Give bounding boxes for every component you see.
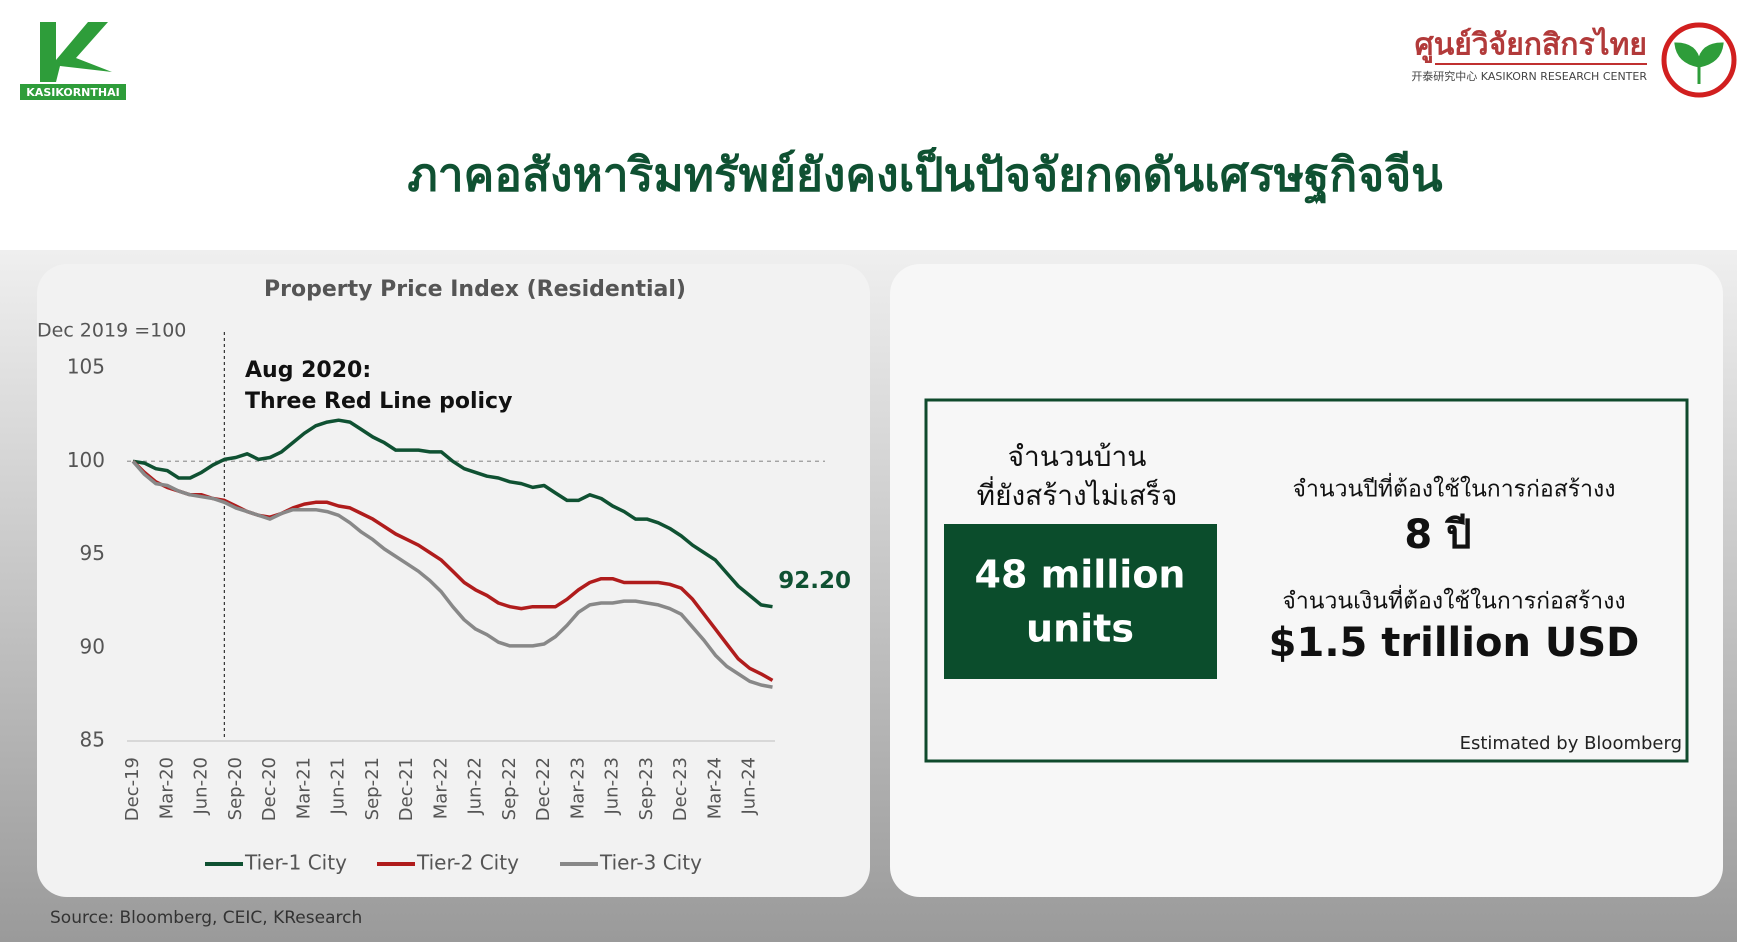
series-line	[132, 418, 773, 609]
right-logo-sub: 开泰研究中心 KASIKORN RESEARCH CENTER	[1411, 69, 1647, 83]
value-label: 92.20	[778, 568, 851, 594]
units-value: 48 million	[975, 553, 1186, 597]
x-tick-label: Mar-22	[430, 757, 451, 819]
x-tick-label: Dec-19	[122, 757, 143, 821]
info-box	[924, 398, 1689, 763]
x-tick-label: Dec-20	[259, 757, 280, 821]
legend-label: Tier-1 City	[244, 851, 347, 875]
x-tick-label: Mar-23	[567, 757, 588, 819]
chart-panel	[37, 264, 870, 897]
y-tick-label: 90	[80, 634, 105, 658]
right-logo-thai: ศูนย์วิจัยกสิกรไทย	[1415, 27, 1647, 64]
note: Estimated by Bloomberg	[1460, 733, 1682, 754]
units-box	[944, 524, 1217, 679]
info-panel	[890, 264, 1723, 897]
units-label: จำนวนบ้าน	[1008, 440, 1147, 473]
money-value: $1.5 trillion USD	[1269, 620, 1640, 666]
x-tick-label: Jun-23	[602, 757, 623, 816]
chart: Property Price Index (Residential) Dec 2…	[37, 277, 851, 875]
y-tick-label: 95	[80, 541, 105, 565]
header-bg	[0, 0, 1737, 250]
x-tick-label: Mar-20	[156, 757, 177, 819]
source: Source: Bloomberg, CEIC, KResearch	[50, 908, 362, 928]
x-tick-label: Dec-22	[533, 757, 554, 821]
units-label: ที่ยังสร้างไม่เสร็จ	[977, 476, 1178, 512]
logo-leaf	[1674, 42, 1724, 84]
years-label: จำนวนปีที่ต้องใช้ในการก่อสร้างง	[1293, 473, 1616, 503]
x-tick-label: Mar-24	[704, 757, 725, 819]
money-label: จำนวนเงินที่ต้องใช้ในการก่อสร้างง	[1282, 585, 1625, 615]
x-tick-label: Jun-21	[328, 757, 349, 816]
left-logo-text: KASIKORNTHAI	[26, 86, 119, 99]
x-tick-label: Jun-20	[191, 757, 212, 816]
x-tick-label: Sep-23	[636, 757, 657, 820]
x-tick-label: Sep-21	[362, 757, 383, 820]
y-axis-label: Dec 2019 =100	[37, 320, 186, 342]
k-logo	[40, 22, 112, 82]
annotation: Three Red Line policy	[245, 389, 512, 414]
legend-label: Tier-3 City	[599, 851, 702, 875]
legend-label: Tier-2 City	[416, 851, 519, 875]
units-value: units	[1026, 607, 1134, 651]
years-value: 8 ปี	[1404, 512, 1471, 558]
x-tick-label: Mar-21	[293, 757, 314, 819]
x-tick-label: Sep-20	[225, 757, 246, 820]
y-tick-label: 100	[67, 448, 105, 472]
x-tick-label: Dec-21	[396, 757, 417, 821]
x-tick-label: Jun-24	[739, 757, 760, 816]
logo-band	[20, 84, 126, 100]
annotation: Aug 2020:	[245, 358, 371, 383]
x-tick-label: Dec-23	[670, 757, 691, 821]
y-tick-label: 105	[67, 355, 105, 379]
x-tick-label: Jun-22	[465, 757, 486, 816]
x-tick-label: Sep-22	[499, 757, 520, 820]
slide-title: ภาคอสังหาริมทรัพย์ยังคงเป็นปัจจัยกดดันเศ…	[407, 147, 1443, 205]
series-line	[131, 460, 773, 689]
chart-title: Property Price Index (Residential)	[264, 277, 686, 302]
y-tick-label: 85	[80, 728, 105, 752]
